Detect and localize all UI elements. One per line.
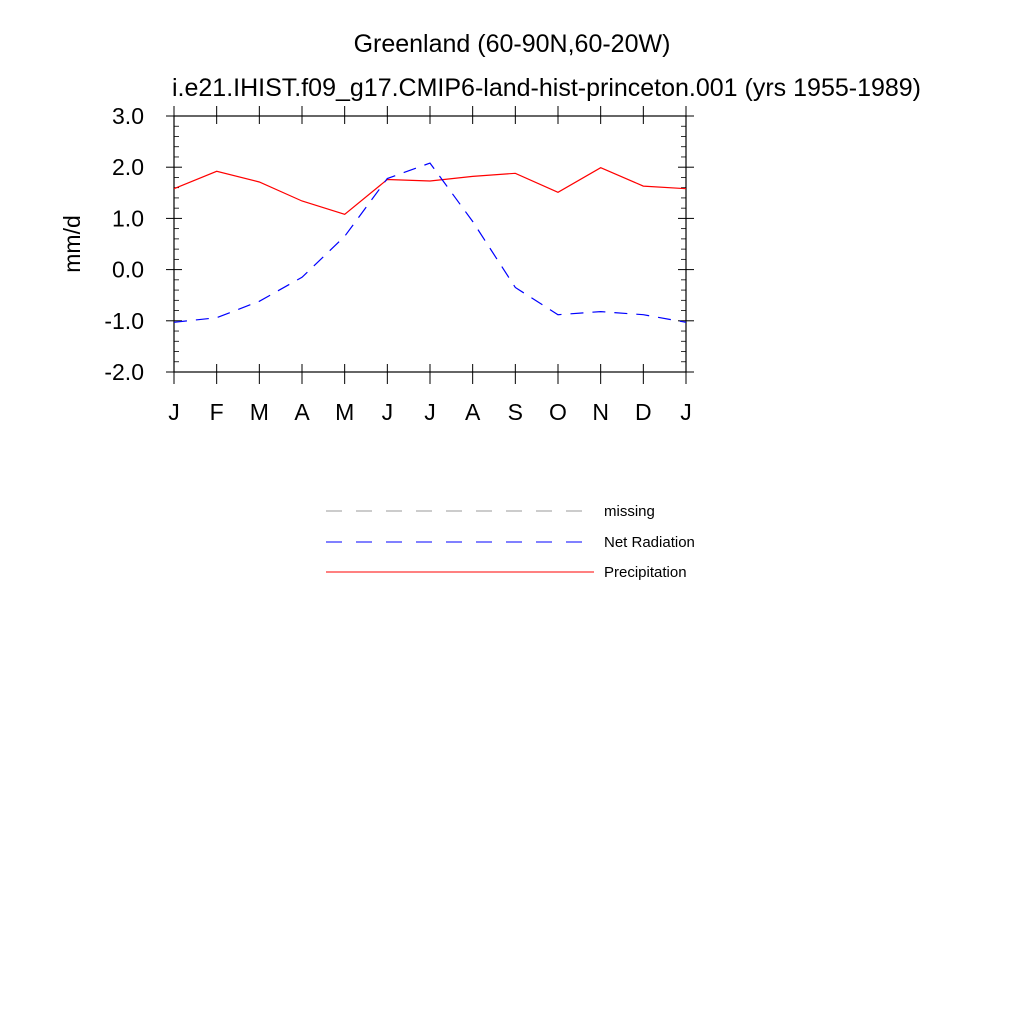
y-tick-label: 3.0 bbox=[112, 103, 144, 129]
legend-label-missing: missing bbox=[604, 503, 655, 520]
chart-title: Greenland (60-90N,60-20W) bbox=[353, 30, 671, 58]
y-tick-label: -1.0 bbox=[104, 308, 144, 334]
x-tick-label: N bbox=[592, 399, 609, 425]
chart-subtitle: i.e21.IHIST.f09_g17.CMIP6-land-hist-prin… bbox=[172, 74, 922, 102]
x-tick-label: M bbox=[250, 399, 269, 425]
x-tick-label: O bbox=[549, 399, 567, 425]
y-tick-label: 1.0 bbox=[112, 205, 144, 231]
plot-frame bbox=[173, 115, 687, 373]
y-axis: 3.0 2.0 1.0 0.0 -1.0 -2.0 bbox=[104, 103, 694, 385]
x-tick-label: F bbox=[210, 399, 224, 425]
x-tick-label: J bbox=[382, 399, 394, 425]
x-tick-label: D bbox=[635, 399, 652, 425]
y-tick-label: 0.0 bbox=[112, 257, 144, 283]
legend: missing Net Radiation Precipitation bbox=[326, 503, 695, 581]
plot-border bbox=[173, 115, 687, 373]
x-tick-label: A bbox=[465, 399, 481, 425]
series-line-precipitation bbox=[173, 167, 687, 215]
legend-label-precipitation: Precipitation bbox=[604, 564, 687, 581]
series-lines bbox=[173, 162, 687, 323]
legend-label-net-radiation: Net Radiation bbox=[604, 534, 695, 551]
y-tick-label: 2.0 bbox=[112, 154, 144, 180]
x-tick-label: J bbox=[680, 399, 692, 425]
x-tick-label: M bbox=[335, 399, 354, 425]
x-tick-label: A bbox=[294, 399, 310, 425]
x-tick-label: J bbox=[424, 399, 436, 425]
y-tick-label: -2.0 bbox=[104, 359, 144, 385]
y-axis-label: mm/d bbox=[59, 215, 85, 273]
x-tick-label: J bbox=[168, 399, 180, 425]
x-tick-label: S bbox=[508, 399, 523, 425]
series-line-net-radiation bbox=[173, 162, 687, 323]
